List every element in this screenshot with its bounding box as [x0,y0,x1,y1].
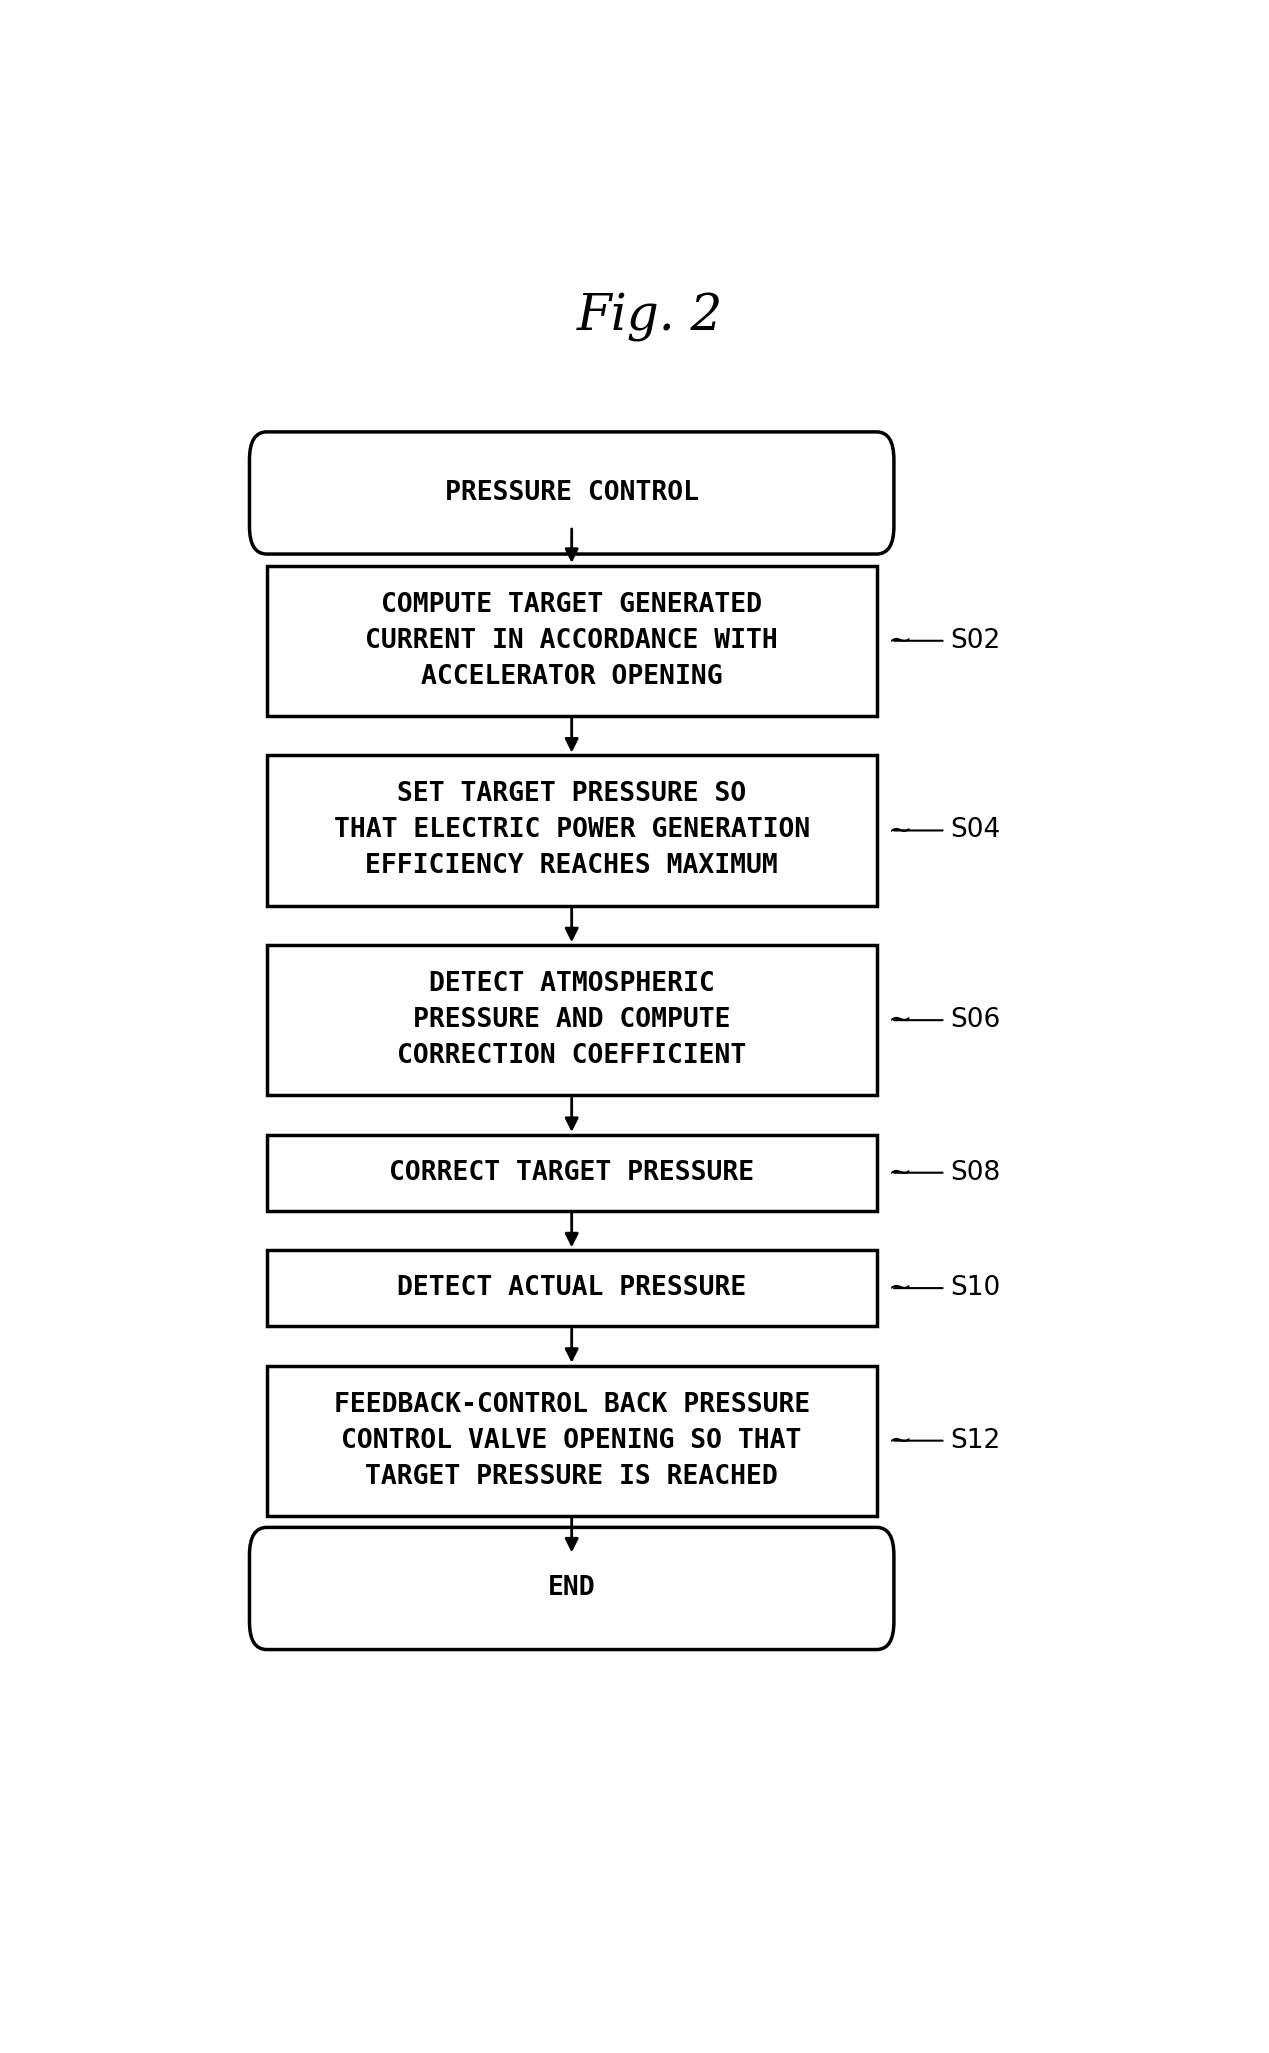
Text: ~: ~ [888,1006,912,1035]
Text: FEEDBACK-CONTROL BACK PRESSURE
CONTROL VALVE OPENING SO THAT
TARGET PRESSURE IS : FEEDBACK-CONTROL BACK PRESSURE CONTROL V… [334,1392,810,1490]
Bar [266,944,877,1094]
Text: DETECT ATMOSPHERIC
PRESSURE AND COMPUTE
CORRECTION COEFFICIENT: DETECT ATMOSPHERIC PRESSURE AND COMPUTE … [397,971,746,1070]
Text: CORRECT TARGET PRESSURE: CORRECT TARGET PRESSURE [390,1160,754,1187]
Bar [266,1250,877,1326]
Bar [266,756,877,905]
Text: Fig. 2: Fig. 2 [577,294,723,343]
Text: S02: S02 [950,628,1000,653]
Text: PRESSURE CONTROL: PRESSURE CONTROL [444,480,699,505]
FancyBboxPatch shape [250,431,893,554]
Text: ~: ~ [888,817,912,844]
Text: S10: S10 [950,1275,1000,1302]
Text: END: END [548,1575,595,1601]
Text: ~: ~ [888,1275,912,1302]
Text: S06: S06 [950,1008,1000,1033]
Bar [266,567,877,716]
Text: DETECT ACTUAL PRESSURE: DETECT ACTUAL PRESSURE [397,1275,746,1302]
Bar [266,1135,877,1211]
Text: ~: ~ [888,1427,912,1456]
Text: COMPUTE TARGET GENERATED
CURRENT IN ACCORDANCE WITH
ACCELERATOR OPENING: COMPUTE TARGET GENERATED CURRENT IN ACCO… [365,591,778,690]
Text: ~: ~ [888,626,912,655]
Text: ~: ~ [888,1158,912,1187]
Text: SET TARGET PRESSURE SO
THAT ELECTRIC POWER GENERATION
EFFICIENCY REACHES MAXIMUM: SET TARGET PRESSURE SO THAT ELECTRIC POW… [334,782,810,879]
Text: S08: S08 [950,1160,1000,1187]
Text: S04: S04 [950,817,1000,844]
Bar [266,1365,877,1515]
FancyBboxPatch shape [250,1527,893,1649]
Text: S12: S12 [950,1427,1000,1454]
